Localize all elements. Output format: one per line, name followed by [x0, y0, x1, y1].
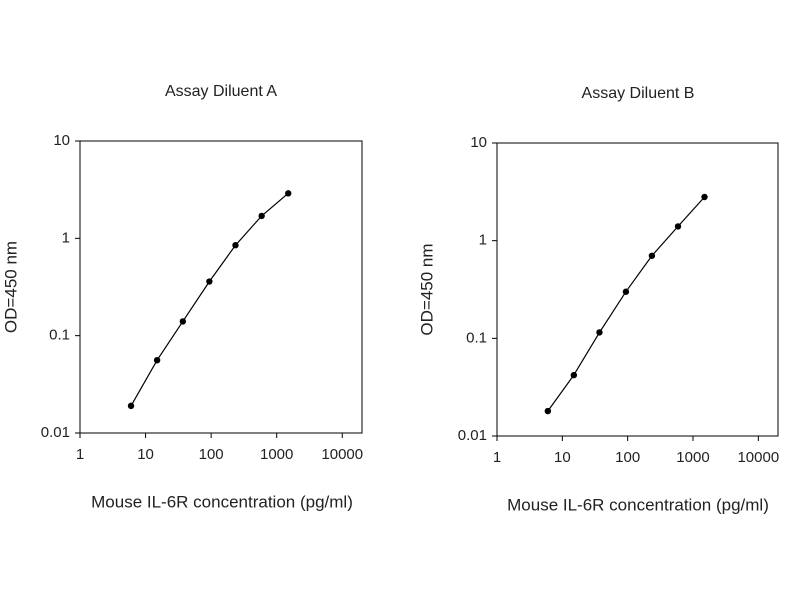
data-point — [544, 407, 552, 415]
data-line — [547, 196, 705, 412]
y-tick-label: 1 — [62, 229, 70, 246]
data-point — [701, 193, 708, 201]
x-tick-label: 100 — [615, 449, 640, 466]
y-tick-label: 0.01 — [41, 424, 70, 441]
data-line — [130, 192, 289, 407]
x-tick-label: 1 — [76, 446, 84, 463]
chart-title: Assay Diluent A — [165, 83, 277, 100]
data-point — [596, 329, 603, 336]
data-point — [285, 190, 292, 197]
y-tick-label: 1 — [479, 232, 487, 249]
y-axis-label: OD=450 nm — [1, 241, 20, 333]
data-point — [674, 223, 682, 230]
y-tick-label: 0.1 — [466, 329, 487, 346]
x-tick-label: 10000 — [321, 446, 363, 463]
y-tick-label: 0.1 — [49, 327, 70, 344]
y-tick-label: 0.01 — [458, 427, 487, 444]
x-tick-label: 10000 — [737, 449, 779, 466]
data-point — [179, 318, 187, 325]
x-tick-label: 1000 — [260, 446, 293, 463]
data-point — [570, 371, 578, 379]
y-tick-label: 10 — [53, 132, 70, 149]
data-point — [622, 288, 630, 295]
data-point — [127, 402, 135, 410]
x-axis-label: Mouse IL-6R concentration (pg/ml) — [91, 492, 353, 511]
data-point — [648, 252, 656, 259]
data-point — [153, 356, 161, 364]
x-tick-label: 10 — [137, 446, 154, 463]
plot-frame — [496, 142, 779, 437]
x-axis-label: Mouse IL-6R concentration (pg/ml) — [507, 495, 769, 514]
x-tick-label: 100 — [199, 446, 224, 463]
data-point — [232, 242, 239, 249]
data-point — [258, 212, 265, 220]
y-axis-label: OD=450 nm — [417, 243, 436, 335]
x-tick-label: 1000 — [676, 449, 709, 466]
plot-frame — [79, 140, 363, 434]
y-tick-label: 10 — [470, 134, 487, 151]
x-tick-label: 1 — [493, 449, 501, 466]
chart-title: Assay Diluent B — [582, 85, 695, 102]
x-tick-label: 10 — [554, 449, 571, 466]
data-point — [206, 278, 213, 285]
